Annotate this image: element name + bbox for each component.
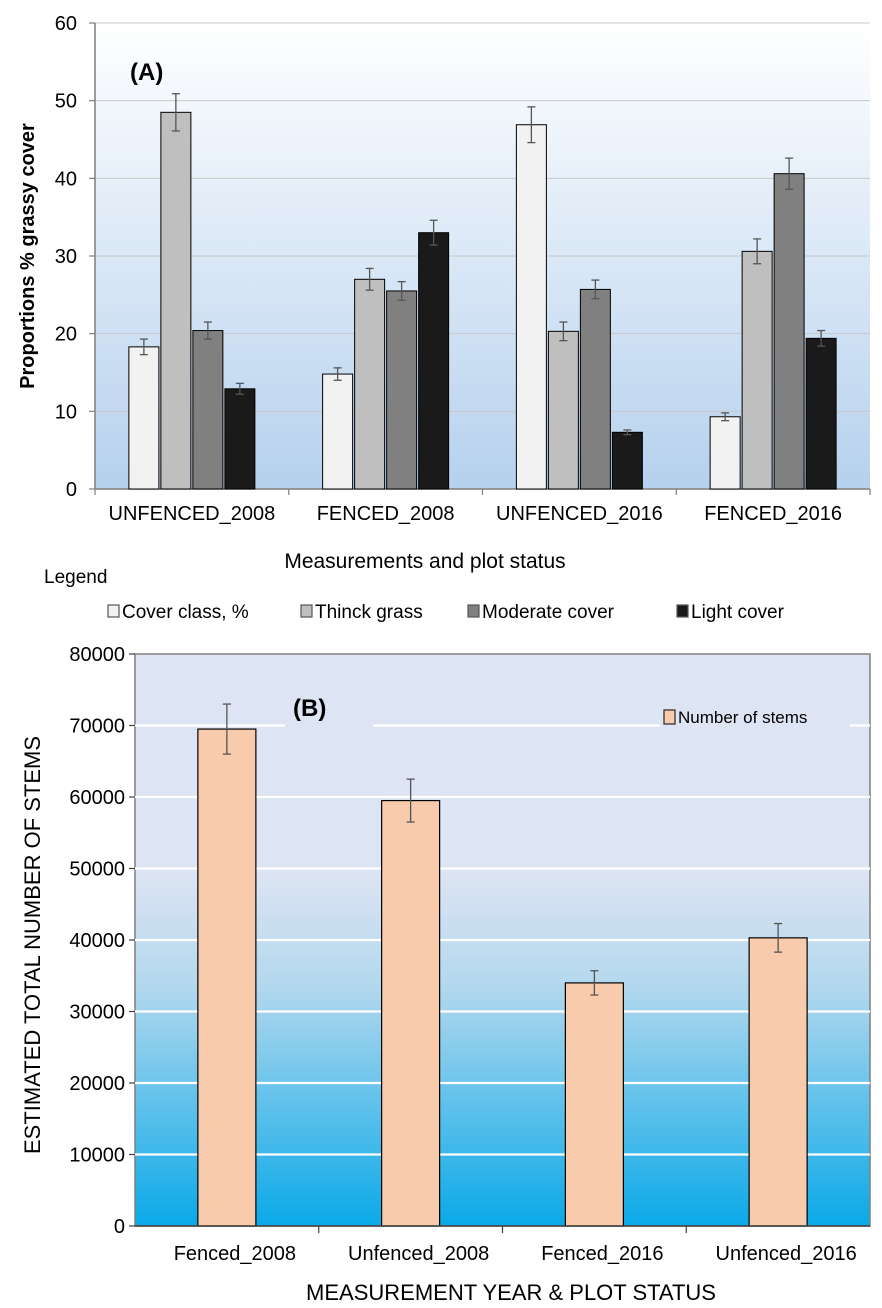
panel-b-label-backdrop [285,690,373,728]
x-tick-label: Fenced_2016 [541,1243,663,1265]
x-tick-label: Unfenced_2008 [348,1243,489,1265]
panel-b-ticks: 0 10000 20000 30000 40000 50000 60000 70000 8000… [69,644,856,1265]
bar [515,124,547,490]
legend-label: Moderate cover [482,602,615,623]
bar [128,346,160,490]
x-tick-label: UNFENCED_2008 [109,503,276,525]
y-tick-label: 80000 [69,644,125,666]
legend-label: Thinck grass [315,602,423,623]
panel-a-gridlines [95,22,870,412]
panel-a-ticks: 0 10 20 30 40 50 60 UNFENCED_2008 FENCED_2008 UNF… [55,13,871,525]
bar [547,330,579,490]
panel-b-y-axis-title: ESTIMATED TOTAL NUMBER OF STEMS [20,736,45,1154]
bar [197,728,257,1227]
legend-swatch [107,604,120,618]
y-tick-label: 10000 [69,1145,125,1167]
x-tick-label: FENCED_2016 [704,503,842,525]
error-bar [429,219,438,246]
legend-swatch [467,604,480,618]
panel-a-x-axis-title: Measurements and plot status [284,550,565,573]
bar [805,337,837,490]
bar [192,330,224,490]
error-bar [721,412,730,422]
legend-item: Number of stems [660,704,850,730]
legend-item: Light cover [676,602,785,623]
panel-a-bars [128,93,837,490]
bar [564,982,624,1227]
bar [611,431,643,490]
bar [709,416,741,490]
error-bar [590,970,599,996]
y-tick-label: 50 [55,91,77,113]
y-tick-label: 40000 [69,930,125,952]
x-tick-label: UNFENCED_2016 [496,503,663,525]
bar [748,937,808,1227]
error-bar [785,157,794,190]
error-bar [817,329,826,347]
bar [354,278,386,490]
error-bar [527,106,536,144]
x-tick-label: Unfenced_2016 [716,1243,857,1265]
x-tick-label: FENCED_2008 [317,503,455,525]
error-bar [222,703,231,755]
error-bar [406,778,415,823]
error-bar [623,429,632,436]
error-bar [591,279,600,300]
legend-item: Cover class, % [107,602,249,623]
error-bar [753,238,762,265]
panel-b-x-axis-title: MEASUREMENT YEAR & PLOT STATUS [306,1280,716,1305]
legend-label: Light cover [691,602,785,623]
legend-title: Legend [44,567,107,588]
legend-swatch [300,604,313,618]
error-bar [774,922,783,953]
y-tick-label: 30000 [69,1002,125,1024]
error-bar [171,93,180,132]
bar [160,111,192,490]
bar [579,288,611,490]
y-tick-label: 20000 [69,1073,125,1095]
legend-label: Cover class, % [122,602,249,623]
y-tick-label: 70000 [69,716,125,738]
y-tick-label: 60 [55,13,77,35]
y-tick-label: 60000 [69,787,125,809]
y-tick-label: 40 [55,168,77,190]
y-tick-label: 0 [66,479,77,501]
y-tick-label: 20 [55,324,77,346]
legend-label: Number of stems [678,708,807,727]
y-tick-label: 50000 [69,859,125,881]
error-bar [139,338,148,356]
x-tick-label: Fenced_2008 [174,1243,296,1265]
legend-swatch [676,604,689,618]
legend-backdrop [660,704,850,730]
error-bar [203,321,212,340]
legend-item: Moderate cover [467,602,615,623]
error-bar [333,367,342,381]
bar [322,373,354,490]
legend-swatch [663,709,676,725]
y-tick-label: 10 [55,401,77,423]
error-bar [559,321,568,342]
error-bar [365,267,374,291]
bar [418,232,450,490]
panel-a-y-axis-title: Proportions % grassy cover [17,123,39,389]
panel-a-legend: Cover class, % Thinck grass Moderate cover… [107,602,785,623]
bar [224,388,256,490]
error-bar [235,382,244,395]
legend-item: Thinck grass [300,602,423,623]
y-tick-label: 30 [55,246,77,268]
bar [773,173,805,490]
panel-b-label: (B) [293,695,326,722]
y-tick-label: 0 [114,1216,125,1238]
error-bar [397,280,406,301]
panel-b-bars [197,703,808,1227]
bar [386,290,418,490]
panel-b-legend: Number of stems [660,704,850,730]
bar [381,799,441,1227]
panel-a-label: (A) [130,59,163,86]
bar [741,250,773,490]
